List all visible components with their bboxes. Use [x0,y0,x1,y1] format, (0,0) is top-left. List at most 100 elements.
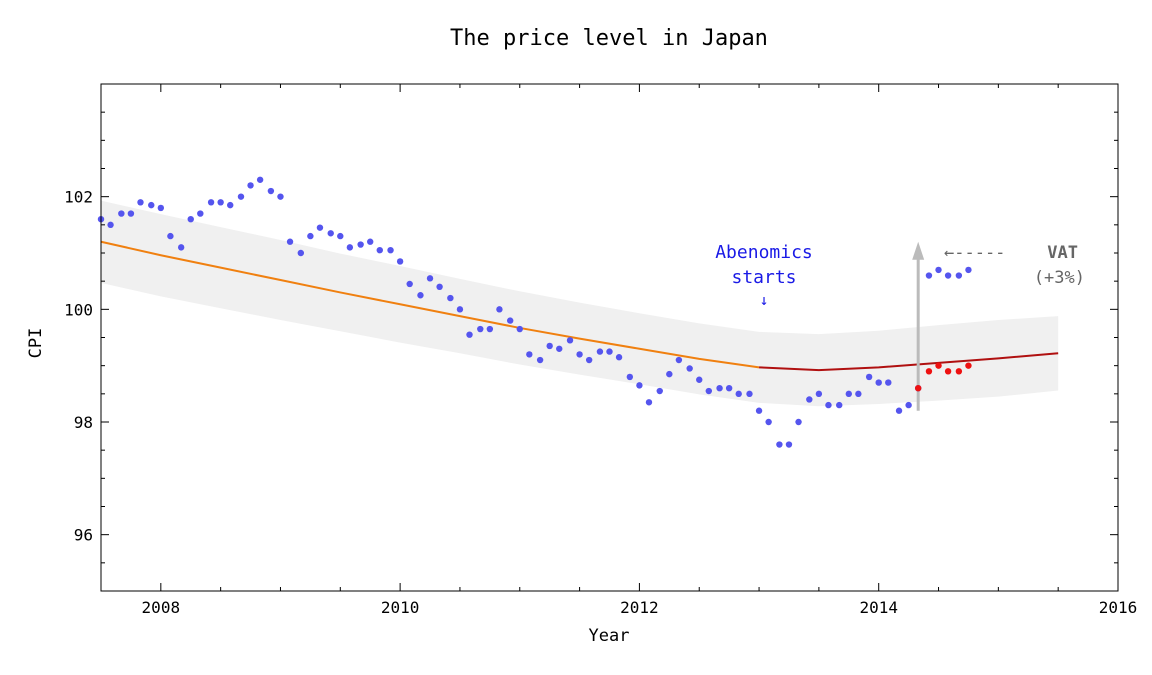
cpi-point [286,238,294,245]
cpi-point [456,306,464,313]
abenomics-label-line2: starts [731,267,796,288]
cpi-point [815,390,823,398]
cpi-point [776,441,783,448]
cpi-point [118,210,125,217]
cpi-point [895,407,903,414]
vat-arrow-head-icon [912,241,925,260]
cpi-point [875,379,882,386]
cpi-point [207,199,215,206]
cpi-point [836,401,843,409]
cpi-point [137,199,144,206]
cpi-point [247,182,254,189]
x-tick-label: 2012 [620,598,659,617]
vat-adjusted-point [925,368,933,375]
cpi-point [556,345,563,352]
cpi-point [755,407,763,414]
vat-adjusted-point [944,368,952,375]
cpi-point [256,176,264,183]
abenomics-annotation: Abenomics starts ↓ [715,242,813,309]
cpi-point [337,232,344,240]
cpi-point [486,325,494,333]
cpi-point [536,356,544,364]
cpi-point [417,292,424,299]
cpi-point [477,325,484,333]
cpi-point [447,294,454,302]
cpi-point [785,441,793,448]
cpi-point [307,232,314,240]
y-tick-label: 100 [64,300,93,319]
vat-adjusted-point [914,385,922,392]
cpi-point [735,390,742,398]
y-axis-label: CPI [26,328,46,359]
cpi-point [935,266,942,274]
cpi-point [167,232,174,240]
x-axis-label: Year [589,626,630,646]
cpi-point [197,210,204,217]
cpi-point [376,246,383,254]
cpi-point [955,272,963,279]
vat-adjusted-point [955,368,963,375]
cpi-point [725,385,733,392]
cpi-point [965,266,972,274]
axis-ticks: 2008 2010 2012 2014 2016 96 98 100 102 [64,83,1138,617]
chart-title: The price level in Japan [450,26,768,51]
vat-pointer-icon: ←----- [944,243,1005,263]
cpi-point [127,210,135,217]
cpi-point [387,246,394,254]
cpi-point [526,351,533,358]
cpi-point [107,221,114,229]
x-tick-label: 2010 [381,598,420,617]
vat-jump-arrow [912,241,925,411]
cpi-point [765,418,772,426]
cpi-point [297,249,305,257]
cpi-point [585,356,593,364]
cpi-point [396,258,404,265]
cpi-point [466,331,473,338]
vat-adjusted-point [935,362,942,369]
cpi-point [516,325,523,333]
cpi-point [944,272,952,279]
vat-adjusted-points [914,362,972,392]
cpi-point [666,370,673,378]
x-tick-label: 2008 [142,598,181,617]
cpi-point [645,399,653,406]
cpi-point [606,348,613,355]
cpi-point [845,390,852,398]
cpi-point [806,396,813,403]
cpi-point [187,216,194,223]
y-tick-label: 98 [74,413,93,432]
cpi-point [925,272,933,279]
cpi-point [636,382,643,389]
cpi-point [227,201,234,209]
cpi-point [367,238,374,245]
cpi-point [148,201,155,209]
cpi-point [436,283,443,290]
vat-percent-label: (+3%) [1034,268,1085,288]
cpi-point [885,379,892,386]
vat-annotation: ←----- VAT (+3%) [944,243,1085,288]
vat-adjusted-point [965,362,972,369]
abenomics-arrow-icon: ↓ [759,291,768,309]
cpi-point [656,387,663,395]
cpi-point [626,373,634,381]
cpi-point [506,317,514,324]
cpi-point [696,376,703,383]
trend-line [100,240,1059,372]
cpi-point [496,306,503,313]
cpi-point [716,385,723,392]
vat-label: VAT [1047,243,1078,263]
cpi-point [277,193,284,200]
cpi-point [746,390,753,398]
cpi-point [237,193,245,200]
confidence-band [101,200,1059,407]
cpi-point [157,204,165,212]
cpi-point [177,244,185,251]
trend-forecast-line [759,352,1059,372]
cpi-point [316,224,324,231]
cpi-point [546,342,553,350]
band-area [101,200,1059,407]
cpi-point [327,230,334,237]
x-tick-label: 2016 [1099,598,1138,617]
cpi-point [346,244,354,251]
